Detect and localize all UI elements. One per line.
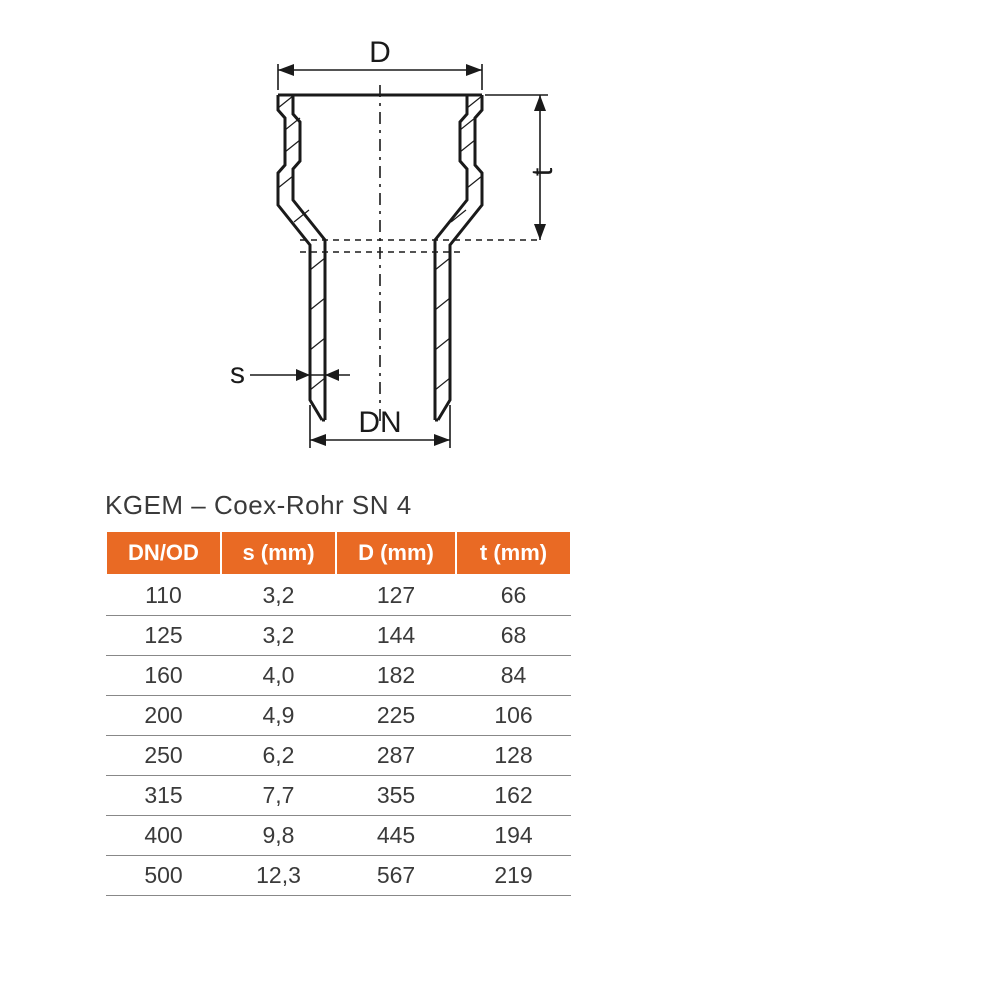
table-header-row: DN/OD s (mm) D (mm) t (mm) bbox=[106, 531, 571, 575]
table-row: 2004,9225106 bbox=[106, 696, 571, 736]
dim-label-s: s bbox=[230, 357, 245, 390]
col-header: D (mm) bbox=[336, 531, 456, 575]
col-header: s (mm) bbox=[221, 531, 336, 575]
table-cell: 4,9 bbox=[221, 696, 336, 736]
pipe-diagram: D t s DN bbox=[150, 30, 650, 460]
table-row: 50012,3567219 bbox=[106, 856, 571, 896]
table-row: 2506,2287128 bbox=[106, 736, 571, 776]
table-cell: 315 bbox=[106, 776, 221, 816]
table-row: 4009,8445194 bbox=[106, 816, 571, 856]
table-row: 3157,7355162 bbox=[106, 776, 571, 816]
table-cell: 4,0 bbox=[221, 656, 336, 696]
table-row: 1253,214468 bbox=[106, 616, 571, 656]
col-header: DN/OD bbox=[106, 531, 221, 575]
table-cell: 500 bbox=[106, 856, 221, 896]
table-cell: 162 bbox=[456, 776, 571, 816]
col-header: t (mm) bbox=[456, 531, 571, 575]
table-title: KGEM – Coex-Rohr SN 4 bbox=[105, 490, 412, 521]
spec-table: DN/OD s (mm) D (mm) t (mm) 1103,21276612… bbox=[105, 530, 572, 896]
dim-label-DN: DN bbox=[358, 406, 401, 439]
table-row: 1103,212766 bbox=[106, 575, 571, 616]
table-cell: 250 bbox=[106, 736, 221, 776]
table-cell: 9,8 bbox=[221, 816, 336, 856]
table-cell: 160 bbox=[106, 656, 221, 696]
table-cell: 567 bbox=[336, 856, 456, 896]
table-cell: 144 bbox=[336, 616, 456, 656]
table-cell: 355 bbox=[336, 776, 456, 816]
table-cell: 225 bbox=[336, 696, 456, 736]
dim-label-D: D bbox=[369, 36, 391, 69]
table-cell: 66 bbox=[456, 575, 571, 616]
table-cell: 6,2 bbox=[221, 736, 336, 776]
table-cell: 110 bbox=[106, 575, 221, 616]
table-cell: 12,3 bbox=[221, 856, 336, 896]
table-cell: 3,2 bbox=[221, 616, 336, 656]
table-cell: 84 bbox=[456, 656, 571, 696]
table-cell: 200 bbox=[106, 696, 221, 736]
table-cell: 3,2 bbox=[221, 575, 336, 616]
table-cell: 400 bbox=[106, 816, 221, 856]
table-cell: 125 bbox=[106, 616, 221, 656]
table-row: 1604,018284 bbox=[106, 656, 571, 696]
table-cell: 127 bbox=[336, 575, 456, 616]
table-cell: 194 bbox=[456, 816, 571, 856]
dim-label-t: t bbox=[526, 167, 559, 176]
table-cell: 182 bbox=[336, 656, 456, 696]
table-cell: 287 bbox=[336, 736, 456, 776]
table-cell: 128 bbox=[456, 736, 571, 776]
table-cell: 219 bbox=[456, 856, 571, 896]
table-cell: 68 bbox=[456, 616, 571, 656]
table-cell: 7,7 bbox=[221, 776, 336, 816]
table-cell: 106 bbox=[456, 696, 571, 736]
table-cell: 445 bbox=[336, 816, 456, 856]
